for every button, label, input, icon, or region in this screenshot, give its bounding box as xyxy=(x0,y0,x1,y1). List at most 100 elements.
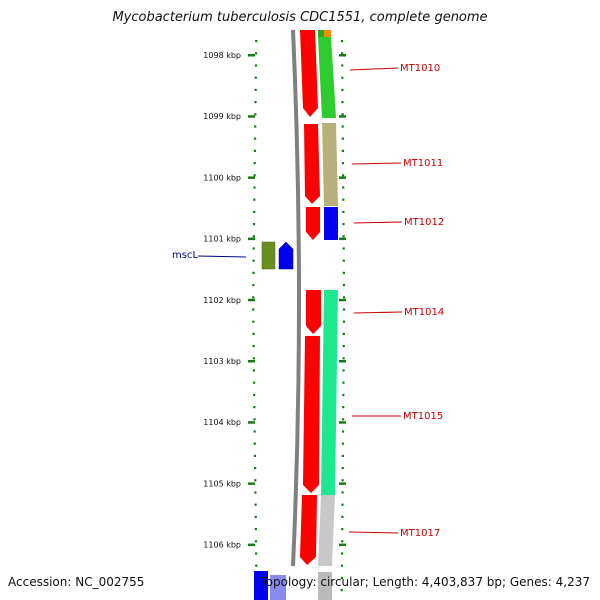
minor-tick-dot xyxy=(254,113,257,116)
topology-summary-text: Topology: circular; Length: 4,403,837 bp… xyxy=(260,575,590,589)
minor-tick-dot xyxy=(341,174,345,177)
minor-tick-dot xyxy=(341,76,344,79)
minor-tick-dot xyxy=(252,271,255,274)
minor-tick-dot xyxy=(341,442,345,445)
minor-tick-dot xyxy=(342,418,345,421)
minor-tick-dot xyxy=(340,564,344,567)
major-tick-right xyxy=(339,482,346,485)
minor-tick-dot xyxy=(341,467,344,470)
cds-arrow-6[interactable] xyxy=(300,495,317,565)
minor-tick-dot xyxy=(342,381,345,384)
minor-tick-dot xyxy=(255,552,258,555)
kbp-label: 1104 kbp xyxy=(203,418,241,427)
minor-tick-dot xyxy=(341,479,344,482)
minor-tick-dot xyxy=(252,308,255,311)
minor-tick-dot xyxy=(254,491,257,494)
leader-line-mscL xyxy=(197,255,247,258)
bottom-gene-3[interactable] xyxy=(318,572,332,600)
tick-dots xyxy=(252,40,346,592)
leader-line-MT1017 xyxy=(348,531,399,534)
leader-line-MT1010 xyxy=(349,67,399,71)
major-tick-right xyxy=(339,115,346,118)
minor-tick-dot xyxy=(340,589,343,592)
gene-MT1012-feature[interactable] xyxy=(324,207,338,240)
major-tick-right xyxy=(339,237,346,241)
cds-arrow-2[interactable] xyxy=(304,124,320,204)
minor-tick-dot xyxy=(254,467,257,470)
minor-tick-dot xyxy=(340,552,344,555)
minor-tick-dot xyxy=(342,296,346,299)
kbp-label: 1100 kbp xyxy=(203,173,241,182)
minor-tick-dot xyxy=(342,198,345,201)
gene-label-MT1014[interactable]: MT1014 xyxy=(404,307,444,318)
minor-tick-dot xyxy=(341,125,344,128)
major-tick-right xyxy=(339,298,346,302)
minor-tick-dot xyxy=(252,357,255,360)
minor-tick-dot xyxy=(255,40,258,43)
gene-label-MT1010[interactable]: MT1010 xyxy=(400,63,440,74)
minor-tick-dot xyxy=(340,40,344,43)
minor-tick-dot xyxy=(253,430,256,433)
minor-tick-dot xyxy=(254,88,257,91)
gene-label-MT1015[interactable]: MT1015 xyxy=(403,411,443,422)
major-tick-right xyxy=(339,54,346,57)
minor-tick-dot xyxy=(342,308,346,311)
leader-line-MT1012 xyxy=(353,221,403,224)
minor-tick-dot xyxy=(341,491,344,494)
cds-arrow-4[interactable] xyxy=(306,290,321,334)
minor-tick-dot xyxy=(341,528,344,531)
minor-tick-dot xyxy=(252,259,255,262)
gene-label-mscL[interactable]: mscL xyxy=(172,250,198,261)
kbp-label: 1102 kbp xyxy=(203,296,241,305)
minor-tick-dot xyxy=(342,320,346,323)
top-edge-gene-orange[interactable] xyxy=(324,30,331,37)
gene-MT1017-feature[interactable] xyxy=(318,495,335,566)
minor-tick-dot xyxy=(342,271,345,274)
kbp-label: 1106 kbp xyxy=(203,541,241,550)
minor-tick-dot xyxy=(252,235,255,238)
minor-tick-dot xyxy=(254,101,257,104)
gene-label-MT1012[interactable]: MT1012 xyxy=(404,217,444,228)
minor-tick-dot xyxy=(254,76,257,79)
kbp-label: 1103 kbp xyxy=(203,357,241,366)
minor-tick-dot xyxy=(341,540,344,543)
major-tick-right xyxy=(339,176,346,179)
minor-tick-dot xyxy=(342,259,345,262)
minor-tick-dot xyxy=(342,357,345,360)
minor-tick-dot xyxy=(254,479,257,482)
major-tick xyxy=(248,543,255,547)
bottom-gene-2[interactable] xyxy=(270,575,286,600)
minor-tick-dot xyxy=(341,503,344,506)
gene-MT1010-feature[interactable] xyxy=(318,37,336,118)
top-edge-gene-green[interactable] xyxy=(318,30,324,37)
cds-arrow-5[interactable] xyxy=(303,336,320,493)
minor-tick-dot xyxy=(253,418,256,421)
gene-MT1015-feature[interactable] xyxy=(321,290,338,495)
minor-tick-dot xyxy=(342,345,345,348)
gene-label-MT1017[interactable]: MT1017 xyxy=(400,528,440,539)
gene-label-MT1011[interactable]: MT1011 xyxy=(403,158,443,169)
bottom-gene-1[interactable] xyxy=(254,571,268,600)
minor-tick-dot xyxy=(341,64,344,67)
minor-tick-dot xyxy=(341,430,345,433)
major-tick xyxy=(248,237,255,241)
minor-tick-dot xyxy=(342,332,345,335)
minor-tick-dot xyxy=(254,528,257,531)
major-tick xyxy=(248,482,255,485)
minor-tick-dot xyxy=(254,503,257,506)
minor-tick-dot xyxy=(254,540,258,543)
minor-tick-dot xyxy=(253,198,256,201)
minor-tick-dot xyxy=(341,52,344,55)
minor-tick-dot xyxy=(253,393,256,396)
mscL-gene-arrow[interactable] xyxy=(278,241,294,270)
map-title: Mycobacterium tuberculosis CDC1551, comp… xyxy=(112,10,488,25)
minor-tick-dot xyxy=(252,296,255,299)
mscL-gene-box[interactable] xyxy=(261,241,276,270)
cds-arrow-1[interactable] xyxy=(300,30,318,117)
minor-tick-dot xyxy=(253,174,256,177)
minor-tick-dot xyxy=(342,223,345,226)
minor-tick-dot xyxy=(341,162,345,165)
gene-MT1011-feature[interactable] xyxy=(322,123,338,206)
cds-arrow-3[interactable] xyxy=(306,207,320,240)
